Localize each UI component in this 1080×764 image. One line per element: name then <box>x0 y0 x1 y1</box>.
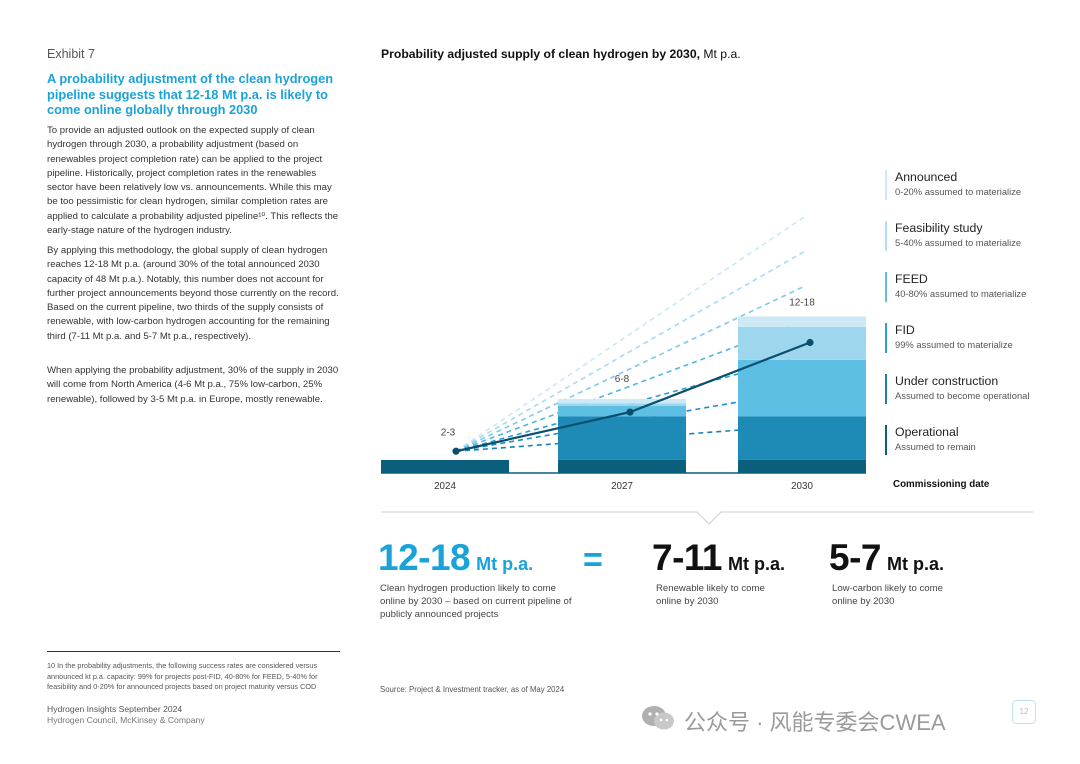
legend-description: Assumed to become operational <box>895 390 1030 401</box>
legend-description: 5-40% assumed to materialize <box>895 237 1022 248</box>
point-label-2024: 2-3 <box>441 427 456 438</box>
body-paragraph-3: When applying the probability adjustment… <box>47 365 339 405</box>
page-number: 12 <box>1012 700 1036 724</box>
bar-2030-operational <box>738 459 866 473</box>
legend-item-feed: FEED 40-80% assumed to materialize <box>885 272 1026 302</box>
bar-2030-feed <box>738 326 866 360</box>
equals-sign: = <box>583 541 603 579</box>
bar-2030-feasibility-study <box>738 316 866 327</box>
exhibit-label: Exhibit 7 <box>47 47 95 61</box>
trend-line <box>452 338 814 455</box>
wechat-icon <box>642 706 674 730</box>
legend-item-feasibility-study: Feasibility study 5-40% assumed to materi… <box>885 221 1021 251</box>
total-supply-figure: 12-18 Mt p.a. <box>378 537 533 579</box>
legend-name: Announced <box>895 170 958 184</box>
x-tick-2024: 2024 <box>434 481 456 492</box>
point-labels: 2-3 6-8 12-18 <box>441 298 815 439</box>
bar-2027-feed <box>558 403 686 407</box>
footnote: 10 In the probability adjustments, the f… <box>47 661 318 691</box>
lowcarbon-caption: Low-carbon likely to come online by 2030 <box>832 583 943 607</box>
bar-2027-feasibility-study <box>558 399 686 404</box>
stacked-bars <box>381 316 866 473</box>
body-paragraph-1: To provide an adjusted outlook on the ex… <box>47 125 339 237</box>
renewable-figure: 7-11 Mt p.a. <box>652 537 785 579</box>
projection-dash-1 <box>455 215 806 452</box>
footer-subtitle: Hydrogen Council, McKinsey & Company <box>47 715 205 725</box>
footnote-divider <box>47 651 340 652</box>
watermark-text: 公众号 · 风能专委会CWEA <box>684 710 946 735</box>
legend-name: Operational <box>895 425 959 439</box>
renewable-value: 7-11 <box>652 537 723 578</box>
projection-dash-3 <box>455 285 806 452</box>
bar-2027-operational <box>558 459 686 473</box>
point-label-2030: 12-18 <box>789 298 815 309</box>
renewable-unit: Mt p.a. <box>728 554 786 574</box>
chart-title: Probability adjusted supply of clean hyd… <box>381 47 741 61</box>
x-tick-2027: 2027 <box>611 481 633 492</box>
trend-point-2027 <box>626 408 634 416</box>
body-paragraph-2: By applying this methodology, the global… <box>47 245 339 342</box>
trend-point-2024 <box>452 447 460 455</box>
legend-name: Feasibility study <box>895 221 983 235</box>
x-tick-2030: 2030 <box>791 481 813 492</box>
legend-description: Assumed to remain <box>895 441 976 452</box>
source-note: Source: Project & Investment tracker, as… <box>380 685 565 694</box>
legend-item-operational: Operational Assumed to remain <box>885 425 976 455</box>
total-unit: Mt p.a. <box>476 554 534 574</box>
chart-title-unit: Mt p.a. <box>699 47 741 61</box>
lowcarbon-figure: 5-7 Mt p.a. <box>829 537 944 579</box>
projection-dash-2 <box>455 250 806 452</box>
legend-item-under-construction: Under construction Assumed to become oper… <box>885 374 1029 404</box>
x-axis-title: Commissioning date <box>893 479 990 490</box>
bar-2024-operational <box>381 459 509 473</box>
x-tick-labels: 2024 2027 2030 <box>434 481 813 492</box>
total-caption: Clean hydrogen production likely to come… <box>380 583 572 620</box>
legend-name: FEED <box>895 272 928 286</box>
legend-name: FID <box>895 323 915 337</box>
chart-title-main: Probability adjusted supply of clean hyd… <box>381 47 700 61</box>
total-value: 12-18 <box>378 537 471 578</box>
trend-point-2030 <box>806 338 814 347</box>
footer-title: Hydrogen Insights September 2024 <box>47 704 183 714</box>
legend-item-fid: FID 99% assumed to materialize <box>885 323 1013 353</box>
bar-2027-fid <box>558 406 686 417</box>
headline: A probability adjustment of the clean hy… <box>47 71 334 117</box>
point-label-2027: 6-8 <box>615 374 630 385</box>
legend-description: 99% assumed to materialize <box>895 339 1013 350</box>
legend-description: 0-20% assumed to materialize <box>895 186 1022 197</box>
legend-name: Under construction <box>895 374 999 388</box>
legend-description: 40-80% assumed to materialize <box>895 288 1027 299</box>
renewable-caption: Renewable likely to come online by 2030 <box>656 583 765 607</box>
lowcarbon-unit: Mt p.a. <box>886 554 944 574</box>
bar-2030-fid <box>738 359 866 417</box>
bar-2030-under-construction <box>738 416 866 460</box>
legend-item-announced: Announced 0-20% assumed to materialize <box>885 170 1021 200</box>
lowcarbon-value: 5-7 <box>829 537 881 578</box>
